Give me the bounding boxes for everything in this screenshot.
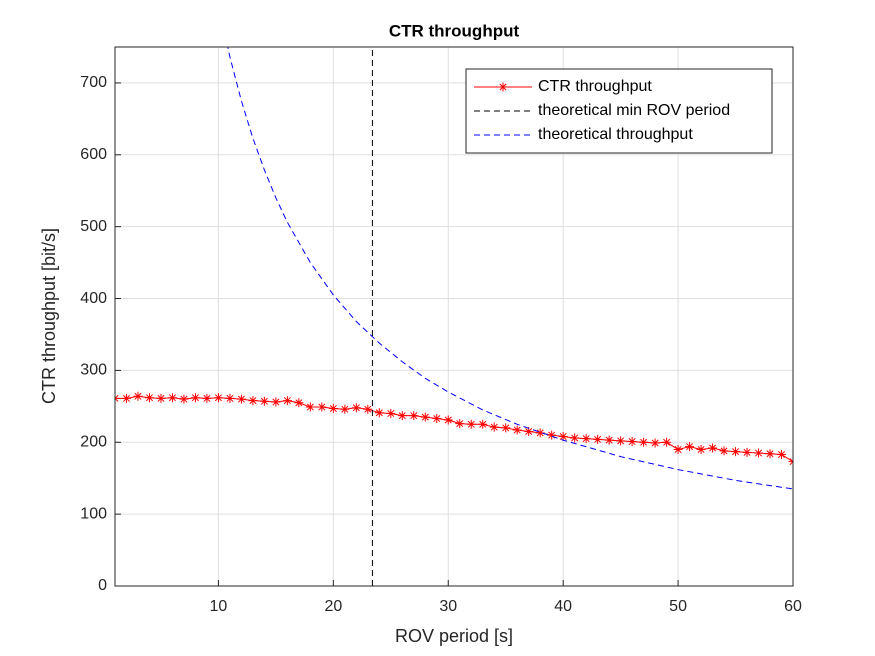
marker [397,411,407,421]
marker [673,444,683,454]
marker [340,404,350,414]
legend-marker [498,82,508,92]
marker [294,398,304,408]
x-tick-label: 60 [784,598,802,615]
marker [455,419,465,429]
marker [765,449,775,459]
marker [282,396,292,406]
y-tick-label: 0 [98,577,107,594]
legend-label: theoretical min ROV period [538,102,730,119]
marker [754,448,764,458]
marker [386,409,396,419]
grid [115,47,794,587]
marker [696,444,706,454]
marker [708,443,718,453]
marker [305,402,315,412]
marker [478,419,488,429]
marker [179,394,189,404]
marker [547,430,557,440]
marker [742,447,752,457]
marker [374,408,384,418]
axes-box [114,46,794,587]
marker [328,403,338,413]
marker [524,426,534,436]
marker [248,396,258,406]
plot-area [115,47,793,586]
marker [144,393,154,403]
marker [604,435,614,445]
marker [581,434,591,444]
marker [535,428,545,438]
marker [616,436,626,446]
marker [570,433,580,443]
marker [420,412,430,422]
legend: CTR throughput theoretical min ROV period… [465,68,773,154]
series-line [227,47,793,490]
x-axis-label: ROV period [s] [395,626,513,646]
y-tick-label: 700 [80,74,107,91]
y-axis-label: CTR throughput [bit/s] [39,228,59,404]
marker [501,423,511,433]
marker [351,403,361,413]
marker [236,394,246,404]
marker [639,437,649,447]
x-tick-label: 30 [439,598,457,615]
marker [719,446,729,456]
marker [489,422,499,432]
marker [627,437,637,447]
legend-label: CTR throughput [538,78,652,95]
marker [167,393,177,403]
marker [190,393,200,403]
marker [213,393,223,403]
y-tick-label: 200 [80,433,107,450]
marker [225,393,235,403]
marker [202,393,212,403]
x-tick-label: 20 [324,598,342,615]
marker [271,397,281,407]
marker [777,449,787,459]
marker [363,404,373,414]
y-tick-label: 500 [80,218,107,235]
chart-title: CTR throughput [389,21,520,40]
marker [685,442,695,452]
marker [662,437,672,447]
marker [443,415,453,425]
marker [259,396,269,406]
marker [512,425,522,435]
marker [466,419,476,429]
marker [409,411,419,421]
marker [593,434,603,444]
marker [731,447,741,457]
y-tick-label: 300 [80,362,107,379]
marker [133,391,143,401]
y-tick-label: 600 [80,146,107,163]
marker [156,393,166,403]
y-tick-label: 100 [80,505,107,522]
marker [650,438,660,448]
x-tick-label: 10 [210,598,228,615]
x-tick-label: 50 [669,598,687,615]
legend-label: theoretical throughput [538,126,693,143]
x-tick-label: 40 [554,598,572,615]
marker [432,414,442,424]
marker [317,402,327,412]
y-tick-label: 400 [80,290,107,307]
marker [121,393,131,403]
marker [558,432,568,442]
